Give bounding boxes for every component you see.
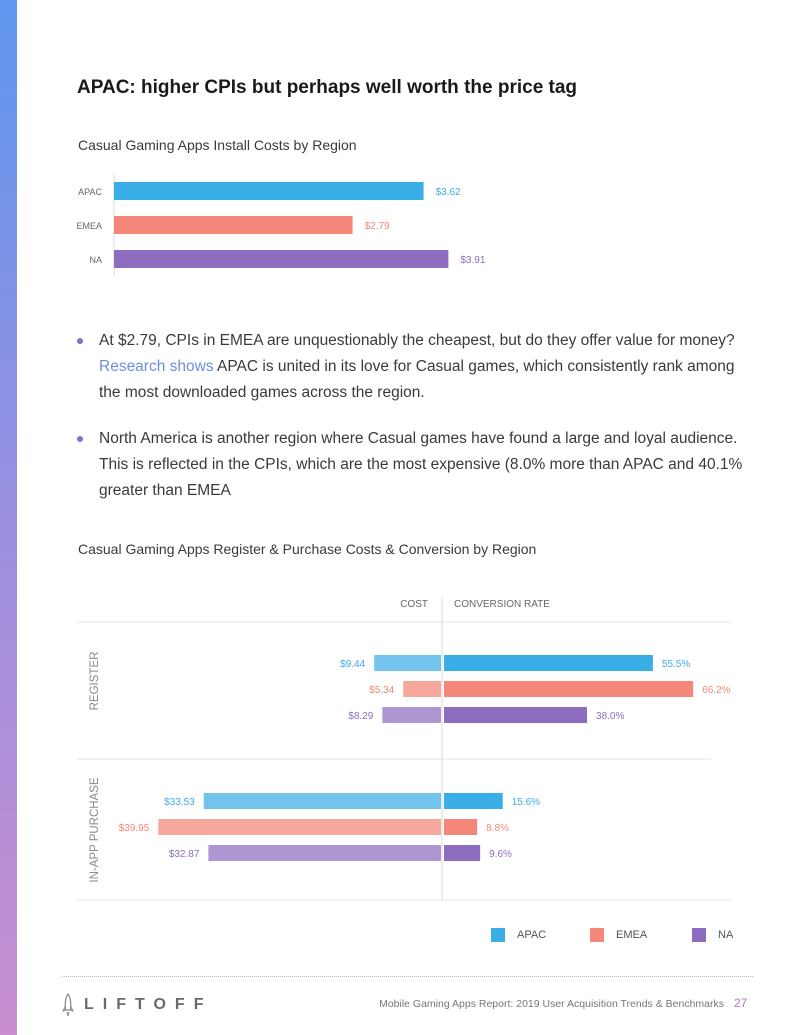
- category-label-emea: EMEA: [76, 221, 102, 231]
- bar-na: [114, 250, 449, 268]
- cost-label-apac: $9.44: [340, 659, 365, 670]
- cost-bar-apac: [203, 793, 441, 809]
- page-heading: APAC: higher CPIs but perhaps well worth…: [77, 77, 578, 98]
- rate-label-emea: 66.2%: [702, 685, 730, 696]
- rate-label-na: 38.0%: [596, 711, 624, 722]
- legend-apac: APAC: [491, 928, 546, 942]
- value-label-apac: $3.62: [436, 187, 461, 198]
- footer-divider: [62, 976, 753, 977]
- category-label-na: NA: [89, 255, 102, 265]
- logo-wordmark: LIFTOFF: [84, 996, 213, 1013]
- cost-label-emea: $5.34: [369, 685, 394, 696]
- legend-na: NA: [692, 928, 733, 942]
- register-purchase-chart: COST CONVERSION RATE REGISTER $9.44 55.5% $5.…: [77, 597, 731, 901]
- cost-label-emea: $39.95: [119, 823, 150, 834]
- install-cost-chart: APAC $3.62 EMEA $2.79 NA $3.91: [76, 174, 486, 276]
- legend-label-apac: APAC: [517, 929, 547, 941]
- rate-label-apac: 15.6%: [512, 797, 540, 808]
- cost-header: COST: [400, 599, 428, 610]
- rate-bar-na: [444, 707, 588, 723]
- legend-swatch-na: [692, 928, 706, 942]
- cost-bar-na: [382, 707, 441, 723]
- rate-bar-emea: [444, 819, 478, 835]
- bullet-text: At $2.79, CPIs in EMEA are unquestionabl…: [99, 332, 735, 349]
- gradient-sidebar: [0, 0, 17, 1035]
- value-label-na: $3.91: [460, 255, 485, 266]
- rate-bar-apac: [444, 655, 653, 671]
- cost-bar-na: [208, 845, 441, 861]
- rate-bar-apac: [444, 793, 503, 809]
- cost-bar-apac: [374, 655, 441, 671]
- page-number: 27: [734, 996, 748, 1010]
- group-label-in-app-purchase: IN-APP PURCHASE: [89, 777, 101, 883]
- bullet-dot: [77, 436, 83, 442]
- legend-swatch-apac: [491, 928, 505, 942]
- research-link[interactable]: Research shows: [99, 358, 214, 375]
- install-cost-chart-title: Casual Gaming Apps Install Costs by Regi…: [78, 137, 357, 153]
- liftoff-logo: LIFTOFF: [62, 993, 212, 1017]
- cost-bar-emea: [158, 819, 441, 835]
- bullet-text: North America is another region where Ca…: [99, 430, 743, 499]
- cost-label-na: $8.29: [348, 711, 373, 722]
- rate-label-apac: 55.5%: [662, 659, 690, 670]
- rate-label-emea: 8.8%: [486, 823, 509, 834]
- rocket-icon: [62, 993, 74, 1017]
- bar-apac: [114, 182, 424, 200]
- rate-label-na: 9.6%: [489, 849, 512, 860]
- bullet-dot: [77, 338, 83, 344]
- legend-label-na: NA: [718, 929, 734, 941]
- legend-label-emea: EMEA: [616, 929, 648, 941]
- bullet-list: At $2.79, CPIs in EMEA are unquestionabl…: [77, 328, 757, 524]
- legend-swatch-emea: [590, 928, 604, 942]
- rate-bar-na: [444, 845, 481, 861]
- register-purchase-chart-title: Casual Gaming Apps Register & Purchase C…: [78, 541, 537, 557]
- category-label-apac: APAC: [78, 187, 102, 197]
- bullet-item: North America is another region where Ca…: [77, 426, 757, 504]
- value-label-emea: $2.79: [365, 221, 390, 232]
- bullet-text-after: APAC is united in its love for Casual ga…: [99, 358, 735, 401]
- cost-label-apac: $33.53: [164, 797, 195, 808]
- legend-emea: EMEA: [590, 928, 647, 942]
- conversion-rate-header: CONVERSION RATE: [454, 599, 550, 610]
- bullet-item: At $2.79, CPIs in EMEA are unquestionabl…: [77, 328, 757, 406]
- cost-label-na: $32.87: [169, 849, 200, 860]
- report-title: Mobile Gaming Apps Report: 2019 User Acq…: [379, 998, 724, 1010]
- group-label-register: REGISTER: [89, 652, 101, 711]
- bar-emea: [114, 216, 353, 234]
- rate-bar-emea: [444, 681, 694, 697]
- cost-bar-emea: [403, 681, 441, 697]
